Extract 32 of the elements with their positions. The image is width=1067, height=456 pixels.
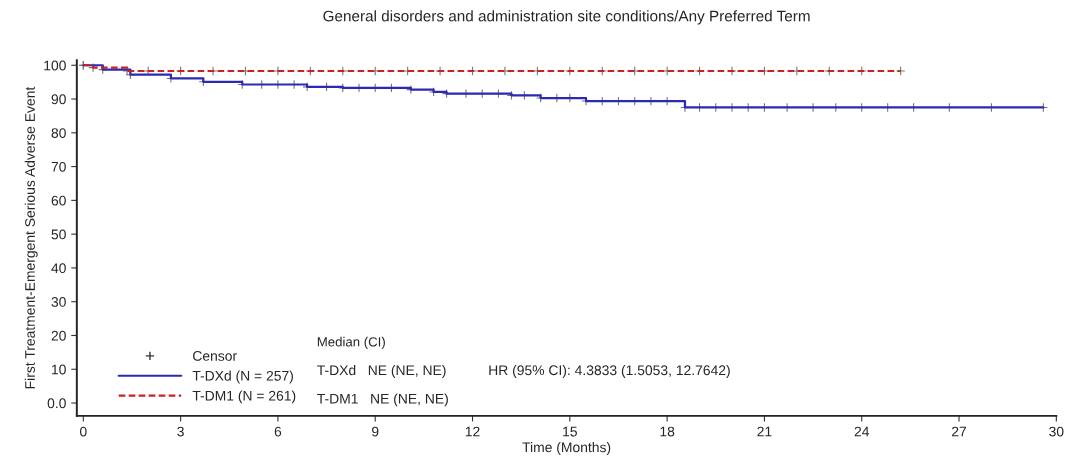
y-tick-label: 10 xyxy=(52,364,66,375)
y-tick-label: 60 xyxy=(51,195,66,206)
y-tick-label: 80 xyxy=(51,128,66,138)
x-tick-label: 12 xyxy=(465,426,480,437)
x-tick-label: 6 xyxy=(274,426,282,437)
y-tick-label: 70 xyxy=(51,161,66,172)
x-tick-label: 21 xyxy=(757,426,772,437)
x-tick-label: 27 xyxy=(952,426,967,437)
x-axis-title: Time (Months) xyxy=(522,442,611,455)
y-tick-label: 90 xyxy=(51,94,66,105)
y-tick-label: 30 xyxy=(51,297,66,307)
y-tick-label: 0.0 xyxy=(47,398,66,409)
y-tick-label: 50 xyxy=(51,229,66,240)
annotation: T-DXd NE (NE, NE) xyxy=(317,364,446,378)
annotation: T-DM1 NE (NE, NE) xyxy=(317,393,448,407)
y-tick-label: 40 xyxy=(51,263,66,274)
x-tick-label: 3 xyxy=(177,426,184,437)
x-tick-label: 9 xyxy=(372,426,379,437)
y-tick-label: 100 xyxy=(44,60,66,71)
x-tick-label: 18 xyxy=(660,426,675,437)
y-axis-title: First Treatment-Emergent Serious Adverse Event xyxy=(24,86,38,389)
x-tick-label: 15 xyxy=(563,426,577,437)
legend-label: T-DXd (N = 257) xyxy=(192,370,293,384)
annotation: Median (CI) xyxy=(317,336,385,350)
y-tick-label: 20 xyxy=(51,330,66,341)
x-tick-label: 30 xyxy=(1049,426,1064,437)
legend-label: T-DM1 (N = 261) xyxy=(192,390,296,404)
annotation: HR (95% CI): 4.3833 (1.5053, 12.7642) xyxy=(489,364,730,378)
chart-title: General disorders and administration site conditions/Any Preferred Term xyxy=(323,10,810,25)
x-tick-label: 0 xyxy=(79,426,87,437)
x-tick-label: 24 xyxy=(854,426,870,437)
annotation: Censor xyxy=(193,351,237,361)
